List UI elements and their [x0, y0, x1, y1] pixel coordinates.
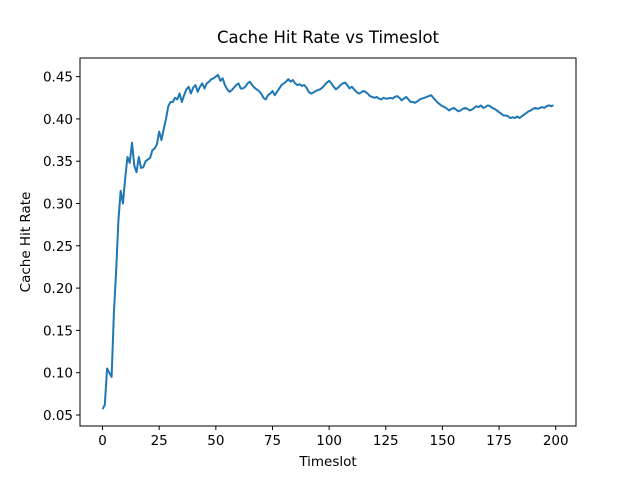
- y-tick-label: 0.45: [43, 70, 73, 86]
- x-tick-label: 150: [430, 433, 456, 449]
- x-axis-label: Timeslot: [298, 454, 356, 470]
- y-tick-label: 0.35: [43, 154, 73, 170]
- x-tick-label: 175: [486, 433, 512, 449]
- plot-frame: [79, 57, 577, 427]
- x-tick-label: 200: [543, 433, 569, 449]
- y-tick-label: 0.15: [43, 323, 73, 339]
- x-tick-label: 25: [151, 433, 168, 449]
- y-tick-label: 0.40: [43, 112, 73, 128]
- y-tick-label: 0.25: [43, 239, 73, 255]
- x-tick-label: 100: [316, 433, 342, 449]
- chart-title: Cache Hit Rate vs Timeslot: [217, 28, 440, 47]
- y-tick-label: 0.05: [43, 408, 73, 424]
- data-line: [101, 73, 554, 410]
- y-tick-label: 0.20: [43, 281, 73, 297]
- x-tick-label: 75: [264, 433, 281, 449]
- y-tick-label: 0.10: [43, 366, 73, 382]
- x-tick-label: 0: [98, 433, 107, 449]
- y-tick-label: 0.30: [43, 197, 73, 213]
- y-axis-label: Cache Hit Rate: [18, 192, 34, 293]
- x-tick-label: 125: [373, 433, 399, 449]
- x-tick-label: 50: [207, 433, 224, 449]
